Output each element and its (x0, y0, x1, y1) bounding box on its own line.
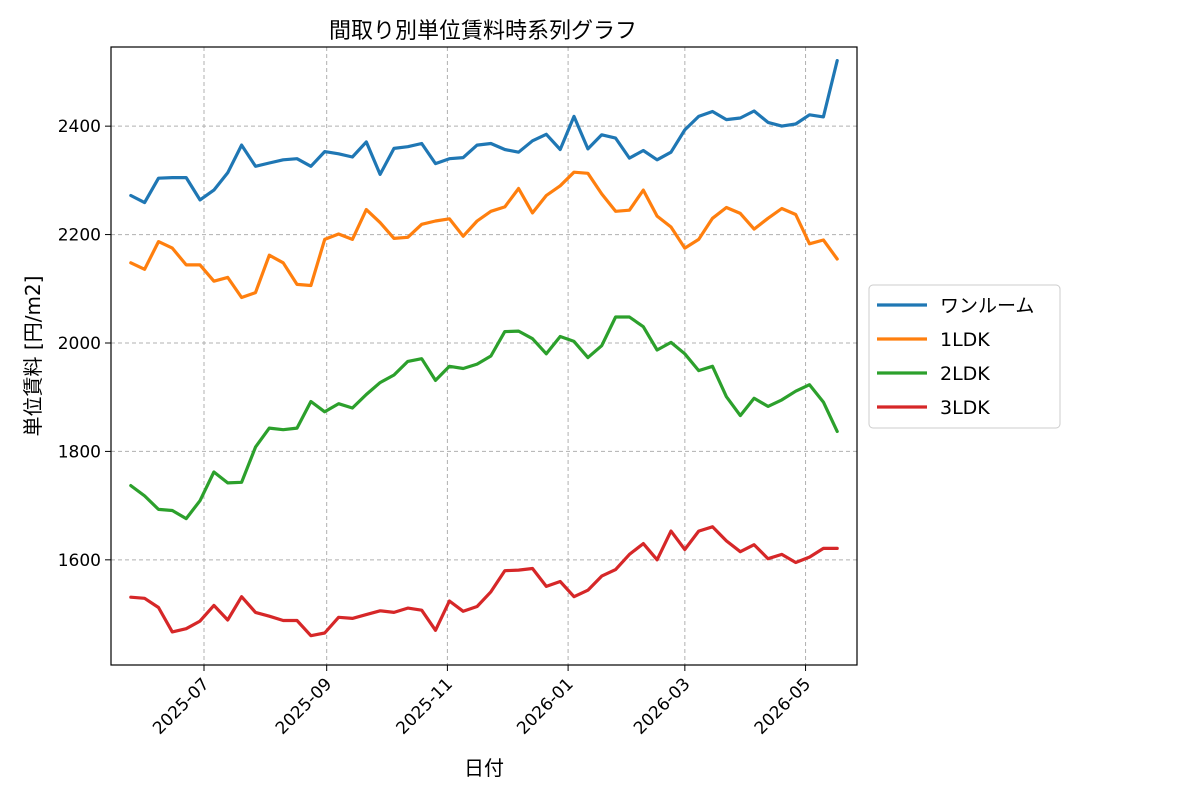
grid (111, 47, 857, 665)
legend-label-2: 1LDK (940, 329, 990, 351)
y-axis: 1600 1800 2000 2200 2400 (58, 117, 111, 571)
y-tick-label: 2200 (58, 226, 101, 246)
legend: ワンルーム 1LDK 2LDK 3LDK (868, 284, 1061, 429)
y-tick-label: 1800 (58, 442, 101, 462)
legend-label-4: 3LDK (940, 397, 990, 419)
legend-label-1: ワンルーム (940, 295, 1034, 317)
legend-box (868, 284, 1061, 429)
plot-frame (110, 46, 858, 666)
series-line-3 (129, 315, 839, 521)
series-line-1 (129, 58, 839, 205)
legend-label-3: 2LDK (940, 363, 990, 385)
y-tick-label: 2000 (58, 334, 101, 354)
series-line-4 (129, 525, 839, 638)
y-tick-label: 2400 (58, 117, 101, 137)
y-tick-label: 1600 (58, 551, 101, 571)
plot-lines (129, 58, 839, 638)
y-axis-label: 単位賃料 [円/m2] (21, 276, 45, 437)
x-axis-label: 日付 (464, 756, 504, 780)
chart-title: 間取り別単位賃料時系列グラフ (329, 19, 637, 44)
series-line-2 (129, 170, 839, 300)
